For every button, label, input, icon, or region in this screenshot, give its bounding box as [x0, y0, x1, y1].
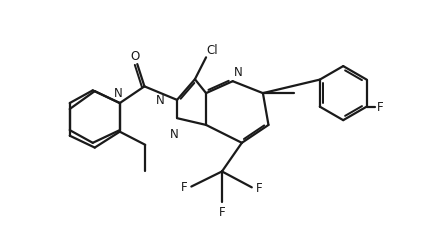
Text: F: F [181, 180, 187, 193]
Text: N: N [114, 87, 123, 100]
Text: F: F [256, 181, 262, 194]
Text: F: F [377, 101, 383, 114]
Text: F: F [219, 205, 225, 218]
Text: N: N [234, 66, 243, 79]
Text: N: N [169, 127, 178, 140]
Text: N: N [156, 93, 165, 106]
Text: Cl: Cl [207, 44, 219, 57]
Text: O: O [130, 49, 140, 62]
